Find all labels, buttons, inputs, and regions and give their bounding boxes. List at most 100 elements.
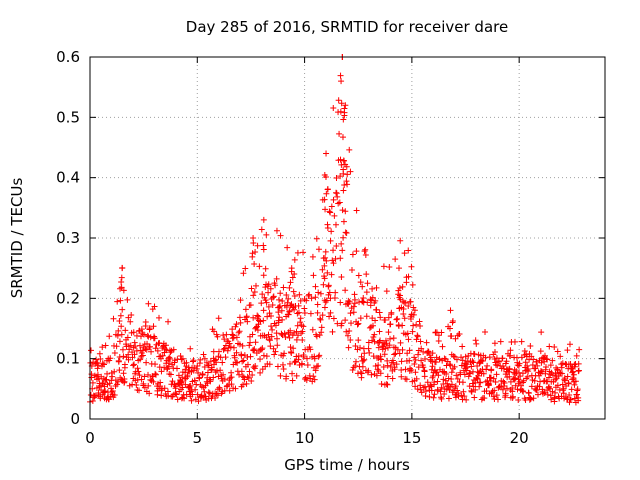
data-point xyxy=(162,346,169,353)
data-point xyxy=(299,328,306,335)
data-point xyxy=(227,344,234,351)
data-point xyxy=(358,353,365,360)
data-point xyxy=(265,289,272,296)
data-point xyxy=(337,156,344,163)
data-point xyxy=(470,359,477,366)
data-point xyxy=(509,393,516,400)
data-point xyxy=(385,329,392,336)
data-point xyxy=(267,343,274,350)
data-point xyxy=(102,342,109,349)
data-point xyxy=(353,248,360,255)
data-point xyxy=(414,386,421,393)
data-point xyxy=(116,338,123,345)
data-point xyxy=(301,309,308,316)
data-point xyxy=(265,303,272,310)
data-point xyxy=(422,356,428,363)
data-point xyxy=(212,369,219,376)
data-point xyxy=(121,378,128,385)
data-point xyxy=(236,328,243,335)
data-point xyxy=(279,297,286,304)
data-point xyxy=(533,386,540,393)
data-point xyxy=(524,362,531,369)
data-point xyxy=(472,337,479,344)
data-point xyxy=(299,337,306,344)
data-point xyxy=(366,324,373,331)
data-point xyxy=(368,371,375,378)
data-point xyxy=(250,314,257,321)
data-point xyxy=(548,396,555,403)
data-point xyxy=(353,207,360,214)
data-point xyxy=(143,359,150,366)
data-point xyxy=(347,336,354,343)
data-point xyxy=(94,365,101,372)
data-point xyxy=(269,302,276,309)
data-point xyxy=(317,316,324,323)
data-point xyxy=(246,368,253,375)
data-point xyxy=(480,370,487,377)
data-point xyxy=(449,319,456,326)
data-point xyxy=(117,297,124,304)
data-point xyxy=(405,273,412,280)
data-point xyxy=(286,284,293,291)
data-point xyxy=(357,279,364,286)
data-point xyxy=(293,336,300,343)
data-point xyxy=(406,357,413,364)
data-point xyxy=(565,380,572,387)
data-point xyxy=(156,340,163,347)
data-point xyxy=(317,315,324,322)
data-point xyxy=(378,380,385,387)
data-point xyxy=(273,275,280,282)
data-point xyxy=(446,361,453,368)
data-point xyxy=(287,279,294,286)
data-point xyxy=(410,322,417,329)
data-point xyxy=(204,369,211,376)
data-point xyxy=(380,263,387,270)
data-point xyxy=(201,363,208,370)
x-tick-label: 20 xyxy=(510,429,529,447)
data-point xyxy=(263,353,270,360)
data-point xyxy=(161,385,168,392)
data-point xyxy=(147,376,154,383)
data-point xyxy=(431,391,438,398)
data-point xyxy=(463,361,470,368)
data-point xyxy=(103,376,110,383)
data-point xyxy=(386,263,393,270)
data-point xyxy=(512,374,519,381)
data-point xyxy=(497,338,504,345)
data-point xyxy=(290,304,297,311)
data-point xyxy=(387,321,394,328)
data-point xyxy=(491,340,498,347)
data-point xyxy=(337,173,344,180)
data-point xyxy=(317,290,324,297)
data-point xyxy=(420,348,427,355)
data-point xyxy=(393,316,400,323)
data-point xyxy=(330,105,337,112)
data-point xyxy=(560,390,567,397)
data-point xyxy=(335,97,342,104)
data-point xyxy=(430,394,437,401)
data-point xyxy=(125,356,132,363)
data-point xyxy=(499,355,506,362)
data-point xyxy=(570,371,577,378)
data-point xyxy=(284,299,291,306)
data-point xyxy=(339,207,346,214)
data-point xyxy=(398,366,405,373)
data-point xyxy=(483,366,490,373)
data-point xyxy=(554,382,561,389)
data-point xyxy=(116,318,123,325)
data-point xyxy=(243,380,250,387)
data-point xyxy=(124,334,131,341)
data-point xyxy=(352,362,359,369)
data-point xyxy=(547,371,554,378)
data-point xyxy=(575,360,582,367)
data-point xyxy=(125,314,132,321)
data-point xyxy=(219,359,226,366)
data-point xyxy=(332,289,339,296)
data-point xyxy=(543,355,550,362)
data-point xyxy=(286,307,293,314)
data-point xyxy=(478,357,485,364)
plot-frame xyxy=(89,56,606,420)
data-point xyxy=(244,318,251,325)
data-point xyxy=(205,389,212,396)
data-point xyxy=(190,357,197,364)
